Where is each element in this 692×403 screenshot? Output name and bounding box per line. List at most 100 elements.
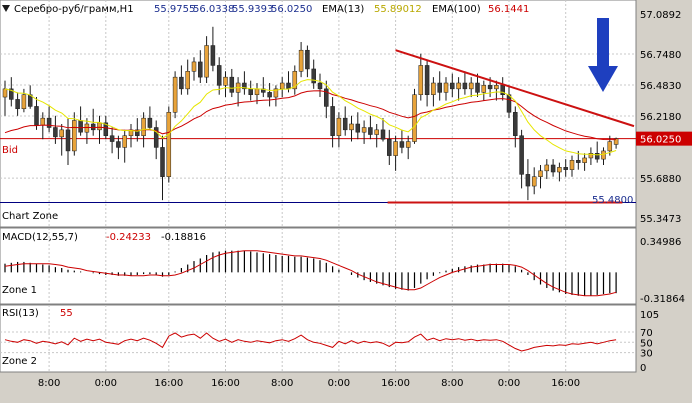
trendline[interactable]	[395, 49, 635, 128]
candle	[166, 106, 172, 183]
candle-body	[153, 127, 159, 148]
candle	[292, 65, 298, 95]
rsi-y-tick-0: 105	[640, 310, 659, 321]
candle	[324, 80, 329, 119]
candle-body	[513, 112, 518, 136]
ohlc-open: 55.9755	[154, 4, 195, 15]
candle	[355, 112, 361, 140]
candle	[311, 59, 316, 89]
ema-short-line	[4, 79, 617, 156]
candle-body	[557, 167, 562, 173]
candle	[531, 167, 537, 195]
rsi-label: RSI(13)	[2, 308, 39, 319]
candle	[305, 45, 310, 78]
candle	[525, 159, 531, 201]
main-y-axis: 57.0892 56.7480 56.4830 56.2180 55.6880 …	[636, 10, 692, 225]
macd-y-tick-top: 0.34986	[640, 237, 681, 248]
candle-body	[374, 129, 379, 135]
x-axis: 8:00 0:00 16:00 16:00 8:00 0:00 16:00 8:…	[38, 378, 580, 389]
candle-body	[21, 94, 27, 110]
x-tick-7: 8:00	[441, 378, 463, 389]
candle	[475, 73, 480, 98]
candle-body	[59, 129, 64, 138]
candle	[418, 53, 424, 101]
candle-body	[15, 99, 20, 110]
x-tick-2: 16:00	[154, 378, 183, 389]
candle	[342, 106, 348, 136]
candle	[223, 71, 228, 98]
candle	[53, 115, 58, 144]
candle	[361, 120, 367, 144]
candle	[424, 59, 430, 107]
candle	[588, 147, 594, 165]
candle	[456, 77, 461, 101]
candle-body	[97, 122, 102, 131]
candle	[229, 68, 235, 98]
candle-body	[160, 147, 165, 177]
macd-panel-frame	[0, 227, 637, 305]
macd-zone-label: Zone 1	[2, 285, 37, 296]
candle-body	[103, 122, 109, 136]
candle	[59, 123, 64, 156]
main-header: Серебро-руб/грамм,H1 55.9755 56.0338 55.…	[2, 4, 529, 15]
candle-body	[569, 160, 575, 170]
ohlc-low: 55.9393	[232, 4, 273, 15]
x-tick-6: 16:00	[381, 378, 410, 389]
candle-body	[450, 82, 455, 90]
symbol-label: Серебро-руб/грамм,H1	[14, 4, 134, 15]
macd-y-tick-bottom: -0.31864	[640, 294, 685, 305]
candle-body	[456, 82, 461, 90]
candle	[179, 65, 184, 95]
candle-body	[109, 135, 115, 142]
candle	[569, 155, 575, 177]
candle-body	[191, 61, 197, 72]
candle-body	[198, 61, 203, 78]
candle	[46, 106, 52, 133]
macd-panel: MACD(12,55,7) -0.24233 -0.18816 Zone 1 0…	[0, 227, 685, 305]
x-tick-8: 0:00	[498, 378, 520, 389]
candle-body	[399, 141, 405, 148]
x-tick-1: 0:00	[95, 378, 117, 389]
candle	[550, 159, 556, 177]
candle-body	[462, 82, 468, 90]
candle	[135, 118, 140, 142]
candle-body	[286, 82, 291, 90]
chart-zone-value-label: 55.4800	[592, 195, 633, 206]
macd-histogram	[4, 250, 617, 296]
rsi-panel: RSI(13) 55 Zone 2 105 70 50 30 0	[0, 304, 659, 374]
candle	[72, 112, 77, 156]
candle	[368, 115, 373, 140]
candle-body	[538, 170, 543, 177]
bid-price-tag-text: 56.0250	[640, 135, 681, 146]
candle-body	[34, 106, 39, 126]
candle-body	[317, 82, 323, 90]
ema-long-line	[4, 90, 617, 141]
candle-body	[2, 88, 8, 98]
candle-body	[475, 82, 480, 93]
main-candles	[2, 26, 619, 201]
candle-body	[431, 82, 436, 95]
candle-body	[53, 127, 58, 138]
candle-body	[582, 157, 587, 163]
candle	[317, 73, 323, 98]
ohlc-high: 56.0338	[193, 4, 234, 15]
candle-body	[248, 88, 253, 95]
dropdown-triangle-icon[interactable]	[2, 5, 10, 12]
candle	[443, 77, 449, 101]
candle	[519, 129, 524, 189]
candle	[65, 118, 71, 165]
candle-body	[273, 88, 279, 98]
candle-body	[576, 160, 581, 163]
candle	[405, 135, 411, 160]
candle-body	[330, 106, 335, 136]
candle	[538, 164, 543, 189]
candle-body	[147, 117, 153, 128]
candle	[204, 36, 209, 84]
candle-body	[380, 129, 386, 140]
main-panel: Серебро-руб/грамм,H1 55.9755 56.0338 55.…	[0, 0, 637, 228]
y-tick-0: 57.0892	[640, 10, 681, 21]
candle	[273, 85, 279, 107]
candle	[298, 42, 304, 78]
